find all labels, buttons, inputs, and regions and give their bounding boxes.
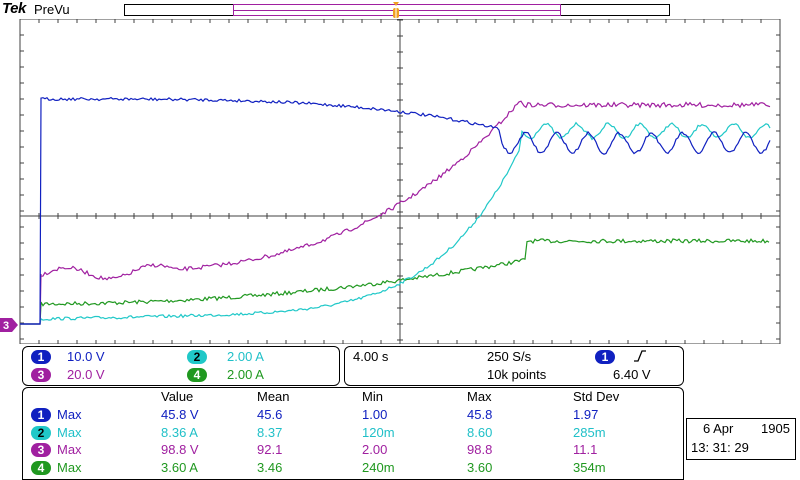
meas-row-3-std: 11.1 <box>573 442 598 457</box>
meas-row-1-std: 1.97 <box>573 407 599 422</box>
meas-row-2-badge[interactable]: 2 <box>31 425 51 440</box>
ground-marker-label: 3 <box>3 320 9 332</box>
meas-row-4-min: 240m <box>362 459 395 475</box>
meas-row-1-mean: 45.6 <box>257 407 283 422</box>
ch3-scale: 20.0 V <box>67 367 105 382</box>
traces <box>20 96 771 325</box>
meas-row-1-min: 1.00 <box>362 407 388 422</box>
trigger-position-icon[interactable] <box>391 0 401 26</box>
meas-row-3-value: 98.8 V <box>161 442 199 457</box>
ch3-ground-marker[interactable]: 3 <box>0 318 18 332</box>
meas-row-2-type: Max <box>57 424 82 440</box>
meas-row-4-mean: 3.46 <box>257 459 283 475</box>
col-header-min: Min <box>362 389 383 404</box>
ch4-badge[interactable]: 4 <box>187 368 207 382</box>
meas-row-4-max: 3.60 <box>467 459 493 475</box>
trigger-source-badge[interactable]: 1 <box>595 350 615 364</box>
ch3-badge[interactable]: 3 <box>31 368 51 382</box>
time-label: 13: 31: 29 <box>691 440 749 455</box>
time-per-div: 4.00 s <box>353 349 389 364</box>
meas-row-4-std: 354m <box>573 459 606 475</box>
ch3-trace <box>20 100 771 325</box>
col-header-value: Value <box>161 389 194 404</box>
brand-logo: Tek <box>2 0 26 17</box>
ch1-trace <box>20 96 771 325</box>
meas-row-4-type: Max <box>57 459 82 475</box>
trigger-level: 6.40 V <box>613 367 651 382</box>
meas-row-3-max: 98.8 <box>467 442 493 457</box>
col-header-mean: Mean <box>257 389 290 404</box>
meas-row-1-type: Max <box>57 407 82 422</box>
record-length: 10k points <box>487 367 547 382</box>
col-header-max: Max <box>467 389 492 404</box>
rising-edge-icon <box>634 350 646 362</box>
sample-rate: 250 S/s <box>487 349 532 364</box>
meas-row-2-value: 8.36 A <box>161 424 198 440</box>
meas-row-4-value: 3.60 A <box>161 459 198 475</box>
timebase-panel: 4.00 s 250 S/s 10k points 1 6.40 V <box>344 346 684 386</box>
meas-row-3-mean: 92.1 <box>257 442 283 457</box>
meas-row-2-std: 285m <box>573 424 606 440</box>
meas-row-1-max: 45.8 <box>467 407 493 422</box>
ch2-trace <box>20 121 771 325</box>
ch1-scale: 10.0 V <box>67 349 105 364</box>
datetime-panel: 6 Apr 1905 13: 31: 29 <box>686 418 796 460</box>
acquisition-mode: PreVu <box>34 2 70 17</box>
meas-row-1-badge[interactable]: 1 <box>31 408 51 422</box>
meas-row-3-type: Max <box>57 442 82 457</box>
year-label: 1905 <box>761 421 790 436</box>
meas-row-3-badge[interactable]: 3 <box>31 443 51 457</box>
meas-row-2-mean: 8.37 <box>257 424 283 440</box>
graticule <box>19 19 781 344</box>
meas-row-4-badge[interactable]: 4 <box>31 460 51 475</box>
measurement-panel: Value Mean Min Max Std Dev 1 Max 45.8 V 45.… <box>22 387 684 480</box>
meas-row-3-min: 2.00 <box>362 442 388 457</box>
date-label: 6 Apr <box>703 421 734 436</box>
col-header-std-dev: Std Dev <box>573 389 620 404</box>
ch2-badge[interactable]: 2 <box>187 350 207 364</box>
channel-scale-panel: 1 10.0 V 2 2.00 A 3 20.0 V 4 2.00 A <box>22 346 340 386</box>
ch1-badge[interactable]: 1 <box>31 350 51 364</box>
meas-row-2-min: 120m <box>362 424 395 440</box>
ch4-scale: 2.00 A <box>227 367 264 382</box>
meas-row-2-max: 8.60 <box>467 424 493 440</box>
ch4-trace <box>20 238 770 325</box>
waveform-display[interactable] <box>0 19 800 344</box>
meas-row-1-value: 45.8 V <box>161 407 199 422</box>
ch2-scale: 2.00 A <box>227 349 264 364</box>
